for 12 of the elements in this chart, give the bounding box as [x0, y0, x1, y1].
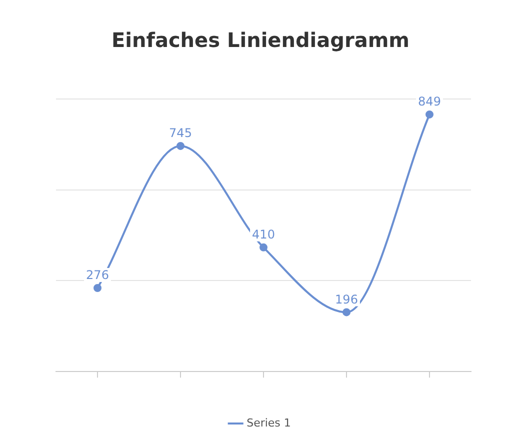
data-label: 410 — [252, 228, 275, 242]
point — [94, 284, 102, 292]
point — [342, 308, 350, 316]
legend-label: Series 1 — [246, 416, 291, 430]
chart-title: Einfaches Liniendiagramm — [112, 28, 410, 52]
point — [426, 110, 434, 118]
data-label: 276 — [86, 268, 109, 282]
point — [260, 243, 268, 252]
point — [176, 142, 184, 150]
data-label: 745 — [169, 126, 192, 140]
data-label: 196 — [335, 292, 358, 306]
data-label: 849 — [418, 94, 441, 109]
